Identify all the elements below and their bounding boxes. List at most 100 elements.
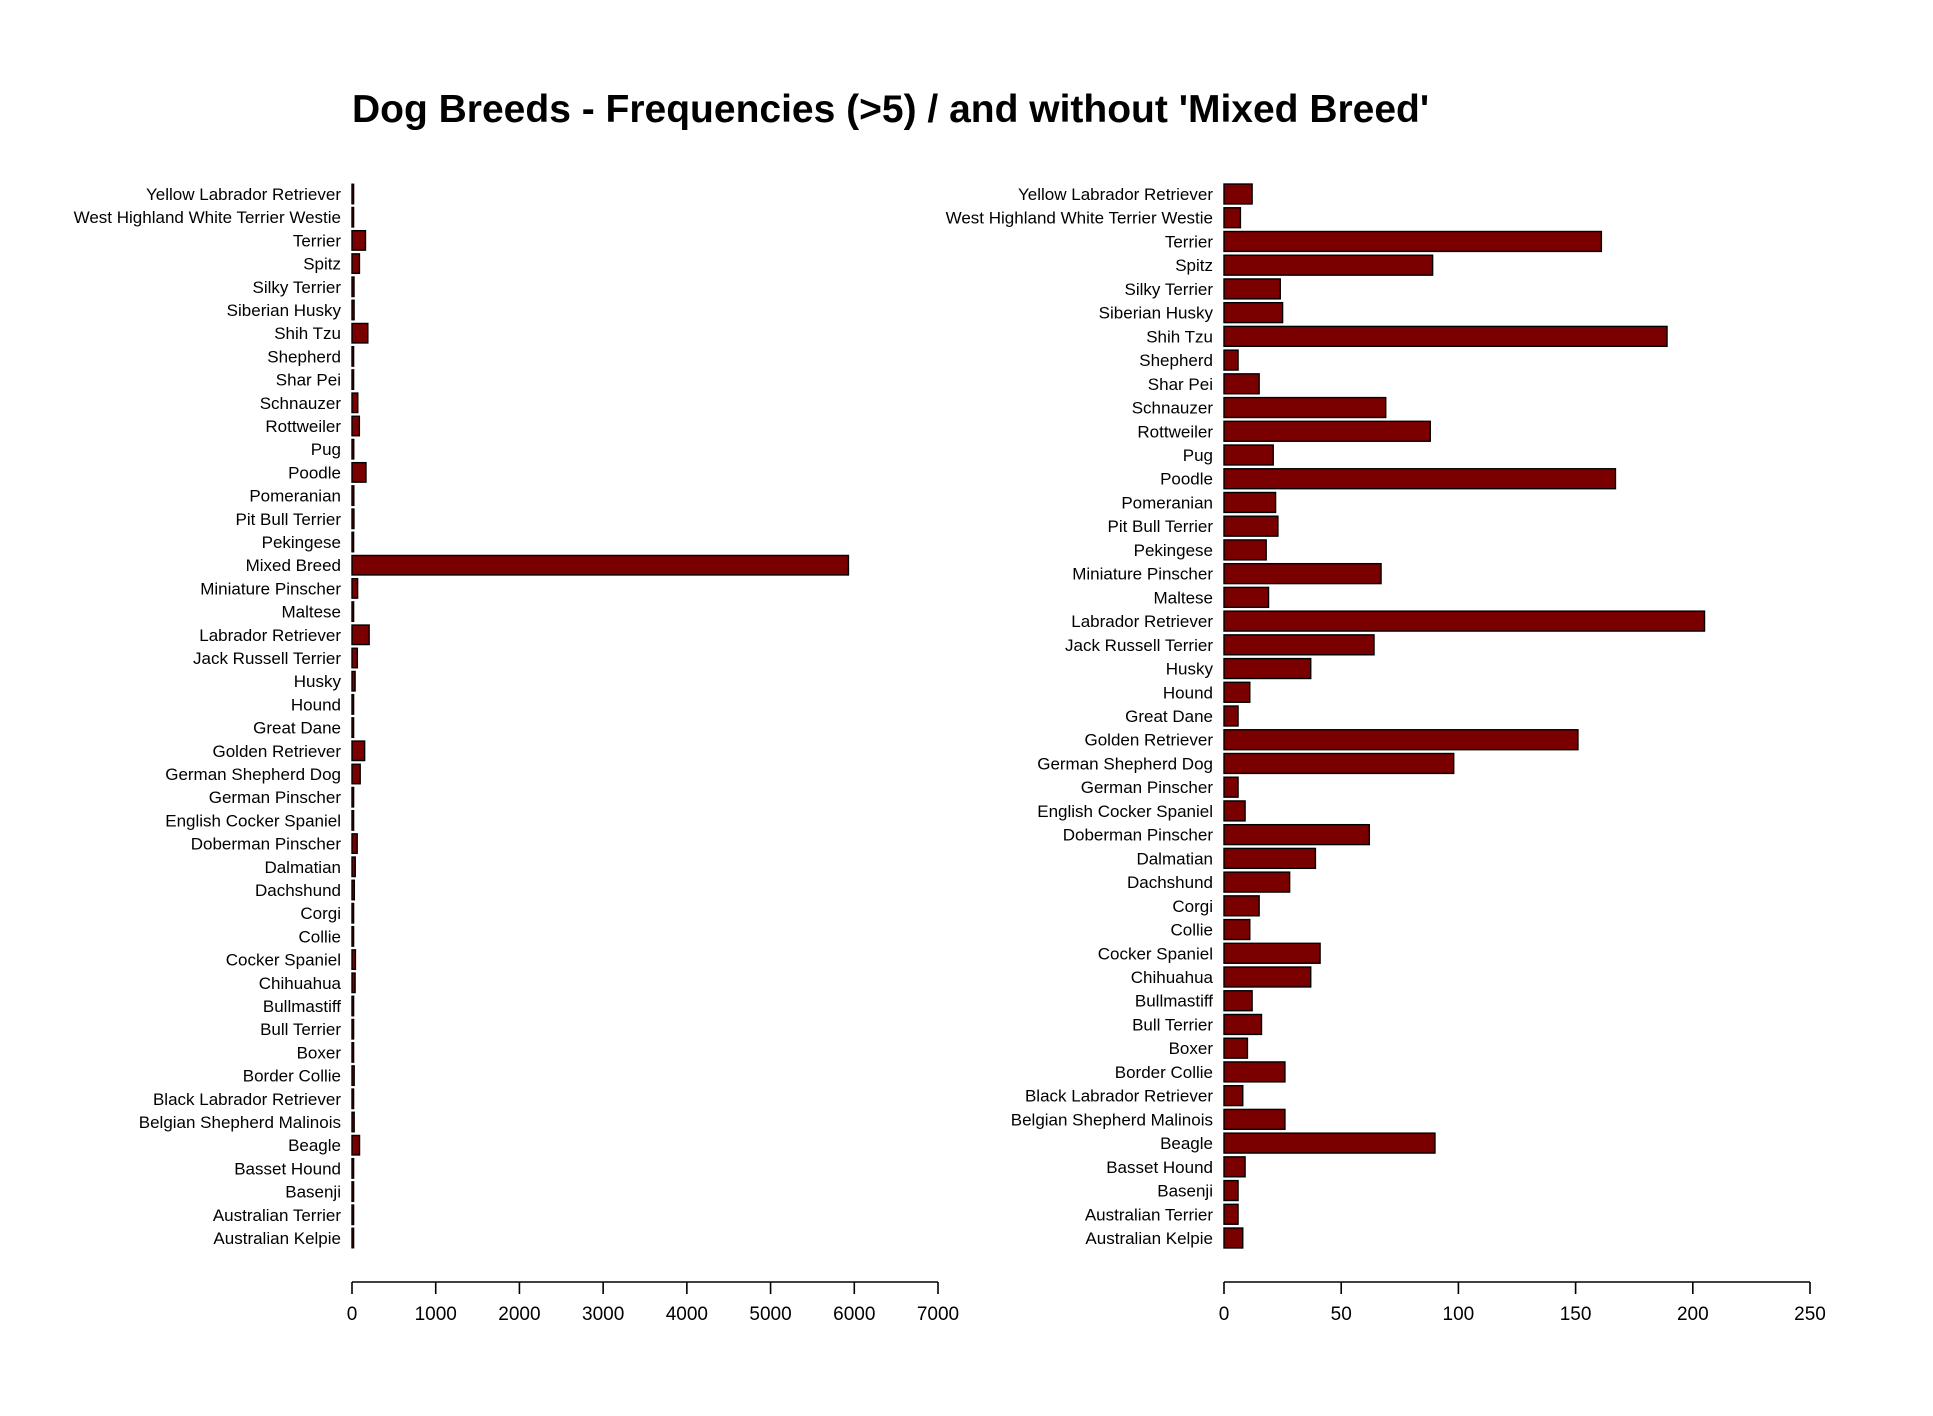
- left-bar: [351, 461, 367, 483]
- left-bar: [351, 1181, 355, 1203]
- left-bar: [351, 1204, 355, 1226]
- right-category-label: Pug: [1183, 446, 1213, 465]
- right-bar: [1223, 301, 1284, 324]
- right-category-label: Terrier: [1165, 232, 1214, 251]
- left-category-label: Collie: [298, 927, 341, 946]
- right-category-label: Shih Tzu: [1146, 327, 1213, 346]
- right-bar: [1223, 966, 1312, 988]
- left-bar: [351, 531, 355, 553]
- right-bar: [1223, 230, 1603, 253]
- right-category-label: Bull Terrier: [1132, 1015, 1213, 1034]
- left-bar: [351, 1111, 355, 1133]
- right-category-label: Australian Terrier: [1085, 1205, 1214, 1224]
- left-category-label: Miniature Pinscher: [200, 579, 341, 598]
- chart-title: Dog Breeds - Frequencies (>5) / and with…: [352, 88, 1430, 131]
- right-bar: [1223, 373, 1260, 395]
- right-bar: [1223, 420, 1431, 442]
- right-bar: [1223, 349, 1239, 371]
- right-category-label: Dachshund: [1127, 873, 1213, 892]
- right-category-label: Miniature Pinscher: [1072, 565, 1213, 584]
- left-x-tick-label: 3000: [582, 1304, 624, 1325]
- right-bar: [1223, 1203, 1239, 1225]
- left-bar: [351, 1134, 361, 1156]
- left-category-label: Cocker Spaniel: [226, 951, 341, 970]
- left-category-label: Shepherd: [267, 347, 341, 366]
- left-bar: [351, 253, 361, 275]
- left-category-label: Border Collie: [243, 1067, 341, 1086]
- right-category-label: Siberian Husky: [1099, 304, 1214, 323]
- right-bar: [1223, 468, 1617, 490]
- right-x-tick-label: 0: [1219, 1304, 1230, 1325]
- right-bar-chart: Australian Kelpie Australian Terrier Basen…: [946, 183, 1826, 1325]
- right-category-label: Chihuahua: [1131, 968, 1214, 987]
- left-bar: [351, 508, 355, 530]
- left-category-label: Australian Kelpie: [213, 1229, 341, 1248]
- right-bar: [1223, 729, 1579, 751]
- right-bar: [1223, 1061, 1286, 1083]
- left-bar: [351, 392, 359, 414]
- left-bar: [351, 856, 356, 878]
- right-bar: [1223, 207, 1242, 229]
- right-bar: [1223, 515, 1279, 537]
- left-bar: [351, 415, 361, 437]
- left-bar: [351, 601, 355, 623]
- right-category-label: Pit Bull Terrier: [1108, 517, 1214, 536]
- left-category-label: Chihuahua: [259, 974, 342, 993]
- right-bar: [1223, 1132, 1436, 1154]
- left-category-label: Maltese: [281, 603, 341, 622]
- left-bar: [351, 1018, 355, 1040]
- left-category-label: Silky Terrier: [253, 278, 342, 297]
- left-bar-chart: Australian Kelpie Australian Terrier Basen…: [74, 183, 959, 1325]
- right-category-label: Poodle: [1160, 470, 1213, 489]
- left-bar: [351, 299, 355, 321]
- left-category-label: Shih Tzu: [274, 324, 341, 343]
- right-category-label: Basset Hound: [1106, 1158, 1213, 1177]
- right-category-label: Bullmastiff: [1135, 992, 1213, 1011]
- left-x-tick-label: 7000: [917, 1304, 959, 1325]
- right-category-label: Silky Terrier: [1125, 280, 1214, 299]
- left-bar: [351, 1088, 355, 1110]
- right-x-tick-label: 100: [1443, 1304, 1475, 1325]
- right-bar: [1223, 918, 1251, 941]
- left-x-tick-label: 6000: [833, 1304, 875, 1325]
- right-category-label: Shar Pei: [1148, 375, 1213, 394]
- left-category-label: English Cocker Spaniel: [165, 811, 341, 830]
- right-bar: [1223, 942, 1321, 964]
- left-category-label: Dachshund: [255, 881, 341, 900]
- right-bar: [1223, 681, 1251, 703]
- right-category-label: Australian Kelpie: [1085, 1229, 1213, 1248]
- right-bar: [1223, 610, 1706, 632]
- left-bar: [351, 925, 355, 947]
- left-category-label: Dalmatian: [264, 858, 341, 877]
- right-bar: [1223, 800, 1246, 822]
- right-category-label: Cocker Spaniel: [1098, 944, 1213, 963]
- right-category-label: Doberman Pinscher: [1063, 826, 1214, 845]
- left-category-label: Corgi: [300, 904, 341, 923]
- right-x-tick-label: 150: [1560, 1304, 1592, 1325]
- right-category-label: Boxer: [1169, 1039, 1214, 1058]
- right-category-label: West Highland White Terrier Westie: [946, 209, 1213, 228]
- left-bar: [351, 438, 355, 460]
- right-bar: [1223, 1108, 1286, 1131]
- right-category-label: Dalmatian: [1136, 849, 1213, 868]
- left-category-label: Shar Pei: [276, 371, 341, 390]
- right-category-label: Yellow Labrador Retriever: [1018, 185, 1213, 204]
- right-bar: [1223, 444, 1274, 466]
- left-category-label: Mixed Breed: [246, 556, 341, 575]
- left-category-label: Bull Terrier: [260, 1020, 341, 1039]
- left-bar: [351, 206, 355, 228]
- right-category-label: Spitz: [1175, 256, 1213, 275]
- left-bar: [351, 624, 370, 646]
- right-category-label: Basenji: [1157, 1182, 1213, 1201]
- right-bar: [1223, 776, 1239, 798]
- left-category-label: Pug: [311, 440, 341, 459]
- left-category-label: Boxer: [297, 1043, 342, 1062]
- right-category-label: Golden Retriever: [1084, 731, 1213, 750]
- right-bar: [1223, 183, 1253, 205]
- left-bar: [351, 322, 369, 344]
- right-category-label: Schnauzer: [1132, 399, 1214, 418]
- left-bar: [351, 345, 355, 367]
- right-bar: [1223, 990, 1253, 1012]
- left-category-label: Poodle: [288, 463, 341, 482]
